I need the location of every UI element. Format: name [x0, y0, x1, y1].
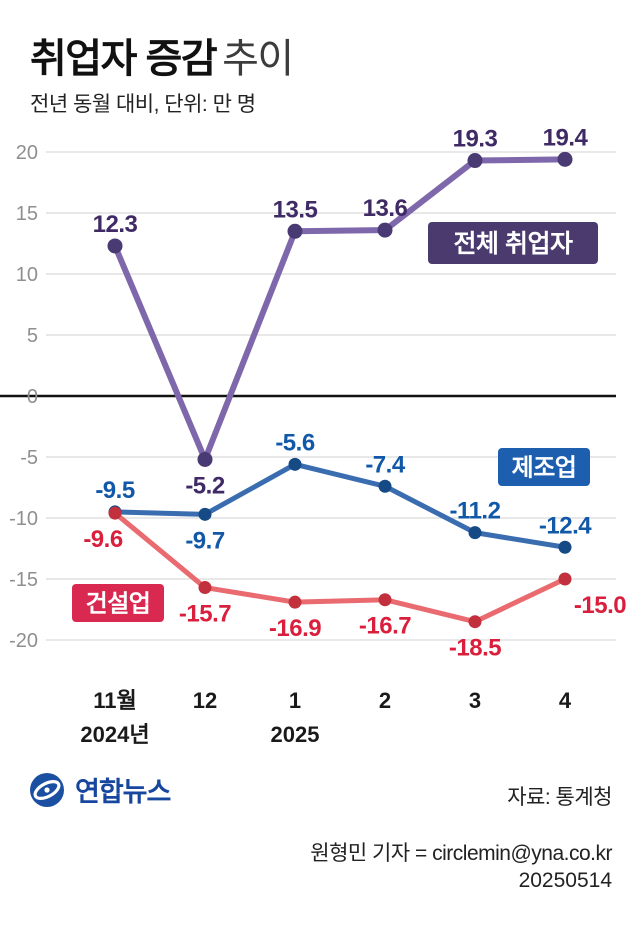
- x-tick-label: 1: [289, 688, 301, 713]
- data-point: [287, 223, 303, 239]
- series-badge-label: 건설업: [86, 591, 151, 618]
- data-value-label: -9.5: [95, 477, 135, 504]
- data-point: [378, 593, 392, 607]
- data-value-label: 13.6: [363, 195, 408, 222]
- chart-subtitle: 전년 동월 대비, 단위: 만 명: [30, 93, 256, 116]
- data-point: [107, 238, 123, 254]
- data-point: [108, 506, 122, 520]
- data-point: [558, 540, 572, 554]
- data-point: [378, 479, 392, 493]
- data-point: [558, 572, 572, 586]
- data-source: 자료: 통계청: [507, 786, 612, 809]
- publish-date: 20250514: [518, 869, 612, 892]
- data-point: [468, 615, 482, 629]
- data-point: [468, 526, 482, 540]
- data-value-label: -9.7: [185, 527, 225, 554]
- x-tick-sublabel: 2025: [271, 722, 320, 747]
- data-value-label: -11.2: [450, 498, 501, 525]
- series-line: [112, 461, 568, 550]
- y-tick-label: -20: [9, 630, 38, 652]
- yonhap-logo: 연합뉴스: [28, 770, 171, 809]
- y-tick-label: 15: [16, 203, 38, 225]
- series-badge: [72, 584, 164, 622]
- data-point: [467, 153, 483, 169]
- x-tick-label: 2: [379, 688, 391, 713]
- page-title: 취업자 증감 추이: [30, 26, 294, 84]
- data-value-label: -5.2: [185, 472, 225, 499]
- data-value-label: -16.9: [269, 615, 321, 642]
- x-tick-label: 11월: [93, 688, 137, 713]
- data-point: [198, 507, 212, 521]
- y-tick-label: -10: [9, 508, 38, 530]
- data-value-label: 19.3: [453, 126, 498, 153]
- data-value-label: -5.6: [275, 429, 315, 456]
- data-value-label: -15.0: [574, 592, 626, 619]
- data-point: [288, 457, 302, 471]
- series-badge-label: 제조업: [512, 455, 577, 482]
- y-tick-label: -5: [20, 447, 38, 469]
- series-line: [112, 156, 568, 463]
- data-value-label: -9.6: [83, 526, 123, 553]
- yonhap-logo-icon: [30, 772, 64, 807]
- data-point: [198, 581, 212, 595]
- data-value-label: -12.4: [539, 512, 592, 539]
- y-tick-label: 0: [27, 386, 38, 408]
- series-badge: [498, 448, 590, 486]
- data-value-label: 12.3: [93, 211, 138, 238]
- series-badge-label: 전체 취업자: [454, 230, 573, 258]
- data-value-label: -15.7: [179, 601, 231, 628]
- series-badge: [428, 222, 598, 264]
- data-point: [197, 451, 213, 467]
- title-sub: 추이: [222, 37, 294, 81]
- x-tick-label: 4: [559, 688, 572, 713]
- data-point: [377, 222, 393, 238]
- data-value-label: 19.4: [543, 124, 589, 151]
- x-tick-sublabel: 2024년: [80, 722, 149, 747]
- series-line: [112, 510, 568, 625]
- y-tick-label: -15: [9, 569, 38, 591]
- data-point: [288, 595, 302, 609]
- x-tick-label: 3: [469, 688, 481, 713]
- y-tick-label: 5: [27, 325, 38, 347]
- data-value-label: 13.5: [273, 196, 318, 223]
- yonhap-logo-text: 연합뉴스: [75, 777, 171, 807]
- y-tick-label: 10: [16, 264, 38, 286]
- y-tick-label: 20: [16, 142, 38, 164]
- title-main: 취업자 증감: [30, 37, 218, 81]
- reporter-byline: 원형민 기자 = circlemin@yna.co.kr: [310, 842, 612, 865]
- data-point: [557, 151, 573, 167]
- x-tick-label: 12: [193, 688, 217, 713]
- data-value-label: -16.7: [359, 613, 411, 640]
- data-value-label: -18.5: [449, 635, 501, 662]
- data-value-label: -7.4: [365, 451, 406, 478]
